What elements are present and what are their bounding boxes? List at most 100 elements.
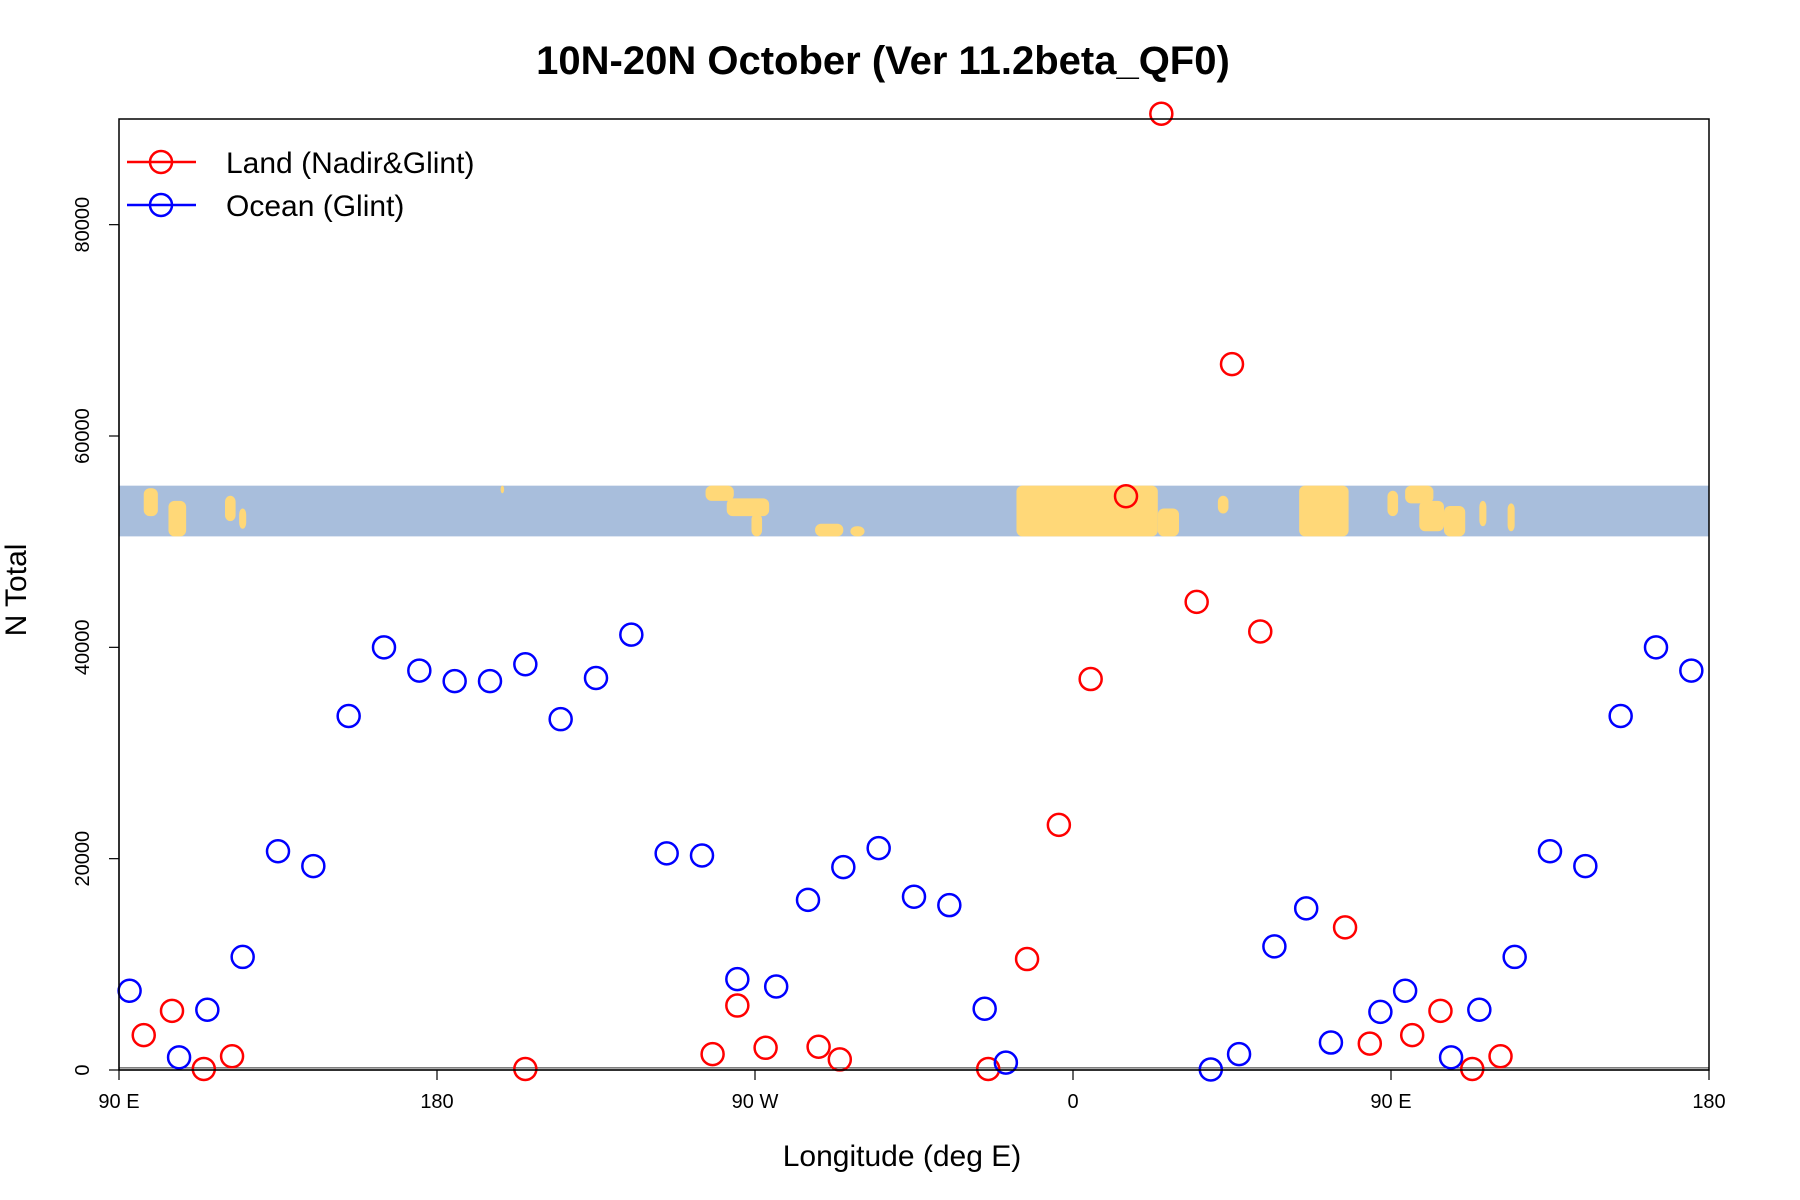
- ocean-point: [795, 887, 821, 913]
- land-point: [806, 1034, 831, 1060]
- ocean-point: [477, 668, 503, 694]
- land-point: [219, 1044, 245, 1069]
- ocean-point: [1679, 658, 1704, 683]
- map-land: [1405, 485, 1434, 504]
- legend-label-land: Land (Nadir&Glint): [226, 147, 474, 180]
- ocean-point: [972, 996, 997, 1021]
- series-ocean: [117, 622, 1704, 1082]
- ocean-point: [1643, 635, 1669, 660]
- land-point: [1149, 101, 1174, 126]
- series-land: [131, 101, 1513, 1082]
- ocean-point: [442, 668, 467, 694]
- y-tick-label: 0: [72, 1064, 94, 1075]
- x-tick-label: 90 E: [98, 1091, 139, 1113]
- map-land: [1016, 485, 1158, 537]
- map-land: [168, 500, 187, 537]
- ocean-point: [1537, 839, 1563, 864]
- map-land: [705, 485, 734, 501]
- ocean-point: [1438, 1045, 1464, 1070]
- x-tick-label: 90 W: [732, 1091, 779, 1113]
- ocean-point: [725, 966, 750, 992]
- ocean-point: [166, 1045, 192, 1070]
- map-land: [1444, 505, 1466, 537]
- x-tick-label: 90 E: [1370, 1091, 1411, 1113]
- map-land: [225, 495, 236, 522]
- ocean-point: [619, 622, 644, 647]
- ocean-point: [1502, 944, 1527, 970]
- map-land: [1157, 508, 1179, 537]
- land-point: [513, 1056, 538, 1082]
- ocean-point: [866, 835, 891, 861]
- land-point: [1046, 812, 1072, 838]
- map-land: [239, 508, 247, 529]
- chart-title: 10N-20N October (Ver 11.2beta_QF0): [536, 39, 1230, 83]
- y-tick-label: 80000: [72, 197, 94, 253]
- map-land: [1217, 495, 1229, 514]
- ocean-point: [513, 651, 538, 677]
- ocean-point: [371, 635, 397, 660]
- ocean-point: [301, 853, 326, 879]
- ocean-point: [1318, 1030, 1344, 1055]
- ocean-point: [195, 997, 220, 1023]
- map-land: [500, 485, 505, 494]
- map-ocean: [119, 485, 1709, 537]
- map-land: [726, 498, 770, 517]
- map-land: [751, 513, 763, 537]
- ocean-point: [901, 884, 927, 909]
- world-map-strip: [119, 485, 1709, 537]
- ocean-point: [336, 703, 361, 729]
- y-tick-label: 20000: [72, 831, 94, 887]
- ocean-point: [937, 892, 962, 918]
- land-point: [1014, 946, 1040, 972]
- land-point: [159, 998, 185, 1024]
- map-land: [143, 488, 158, 517]
- map-land: [1479, 500, 1487, 527]
- land-point: [191, 1056, 217, 1082]
- x-tick-label: 0: [1067, 1091, 1078, 1113]
- legend: Land (Nadir&Glint) Ocean (Glint): [127, 147, 474, 223]
- x-tick-label: 180: [1692, 1091, 1725, 1113]
- ocean-point: [654, 841, 679, 866]
- y-tick-label: 60000: [72, 408, 94, 464]
- land-point: [1332, 915, 1358, 940]
- land-point: [1219, 351, 1245, 377]
- ocean-point: [831, 854, 856, 880]
- ocean-point: [583, 665, 609, 691]
- y-axis: 0 20000 40000 60000 80000: [72, 197, 120, 1076]
- ocean-point: [1608, 703, 1633, 729]
- ocean-point: [993, 1050, 1019, 1075]
- land-point: [1428, 998, 1453, 1024]
- land-point: [700, 1041, 725, 1067]
- y-axis-label: N Total: [0, 544, 33, 637]
- land-point: [1248, 619, 1273, 644]
- ocean-point: [763, 974, 789, 999]
- ocean-point: [1368, 999, 1393, 1025]
- x-axis-label: Longitude (deg E): [783, 1140, 1022, 1173]
- ocean-point: [230, 944, 255, 970]
- ocean-point: [407, 658, 432, 683]
- ocean-point: [1573, 853, 1598, 879]
- map-land: [1387, 490, 1399, 517]
- plot-frame: [118, 118, 1710, 1071]
- ocean-point: [1293, 896, 1319, 921]
- ocean-point: [1467, 997, 1492, 1023]
- ocean-point: [689, 843, 715, 868]
- map-land: [815, 523, 844, 537]
- map-land: [1507, 503, 1515, 532]
- land-point: [1488, 1044, 1513, 1069]
- map-land: [1299, 485, 1349, 537]
- map-land: [850, 526, 865, 537]
- land-point: [1184, 589, 1209, 615]
- ocean-point: [1262, 934, 1287, 959]
- ocean-point: [117, 978, 142, 1003]
- legend-marker-land: [148, 149, 174, 175]
- ocean-point: [1392, 978, 1418, 1003]
- land-point: [1078, 666, 1103, 692]
- ocean-point: [265, 839, 291, 864]
- y-tick-label: 40000: [72, 620, 94, 676]
- map-land: [1419, 500, 1444, 532]
- land-point: [725, 993, 750, 1018]
- land-point: [827, 1047, 853, 1072]
- land-point: [1357, 1031, 1383, 1056]
